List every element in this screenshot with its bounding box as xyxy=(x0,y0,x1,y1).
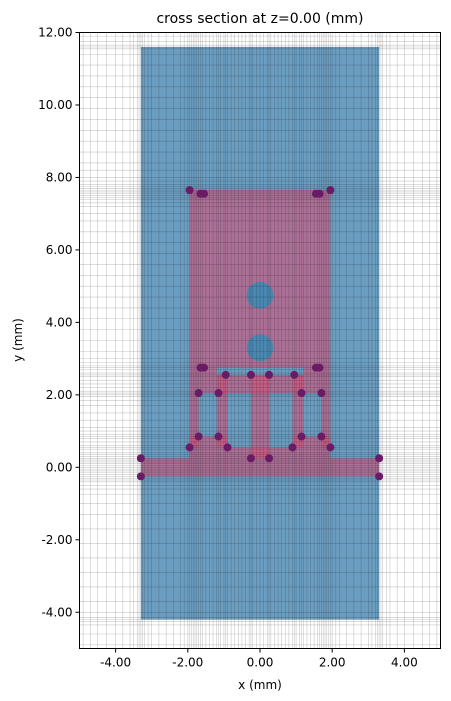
data-point-0-18 xyxy=(194,389,203,398)
data-point-0-25 xyxy=(317,432,326,441)
plot-area xyxy=(79,32,441,649)
mesh-grid xyxy=(79,32,441,649)
data-point-0-28 xyxy=(288,443,297,452)
metal-region-10 xyxy=(198,367,217,394)
data-point-0-31 xyxy=(265,454,274,463)
via-hole-1 xyxy=(246,334,274,362)
data-point-0-16 xyxy=(265,370,274,379)
data-point-0-27 xyxy=(223,443,232,452)
y-axis: -4.00 -2.00 0.00 2.00 4.00 6.00 8.00 10.00 12.00 xyxy=(38,26,80,619)
data-point-0-1 xyxy=(136,472,145,481)
data-point-0-4 xyxy=(185,186,194,195)
data-point-0-7 xyxy=(200,189,209,198)
metal-region-0 xyxy=(140,458,380,477)
x-tick-label-1: -2.00 xyxy=(172,656,203,670)
x-tick-label-2: 0.00 xyxy=(247,656,274,670)
data-point-0-11 xyxy=(200,363,209,372)
y-tick-label-8: 12.00 xyxy=(38,26,72,40)
y-tick-label-6: 8.00 xyxy=(46,170,73,184)
metal-region-11 xyxy=(303,367,322,394)
y-tick-label-5: 6.00 xyxy=(46,243,73,257)
data-point-0-29 xyxy=(326,443,335,452)
y-tick-label-4: 4.00 xyxy=(46,315,73,329)
x-axis-label: x (mm) xyxy=(238,678,282,692)
data-point-0-24 xyxy=(297,432,306,441)
data-point-0-21 xyxy=(317,389,326,398)
data-point-0-5 xyxy=(326,186,335,195)
data-point-0-15 xyxy=(246,370,255,379)
metal-region-2 xyxy=(189,367,199,448)
metal-region-3 xyxy=(321,367,331,448)
x-tick-label-3: 2.00 xyxy=(319,656,346,670)
metal-region-7 xyxy=(292,374,304,448)
y-axis-label: y (mm) xyxy=(11,318,25,362)
x-axis: -4.00 -2.00 0.00 2.00 4.00 xyxy=(100,648,418,670)
metal-region-4 xyxy=(189,436,228,448)
data-point-0-13 xyxy=(315,363,324,372)
metal-region-9 xyxy=(250,374,270,459)
chart-title: cross section at z=0.00 (mm) xyxy=(156,11,363,27)
data-point-0-9 xyxy=(315,189,324,198)
x-tick-label-0: -4.00 xyxy=(100,656,131,670)
metal-region-12 xyxy=(189,447,331,459)
y-tick-label-7: 10.00 xyxy=(38,98,72,112)
data-point-0-20 xyxy=(297,389,306,398)
data-point-0-2 xyxy=(375,454,384,463)
x-tick-label-4: 4.00 xyxy=(391,656,418,670)
via-layer xyxy=(246,281,274,362)
metal-region-5 xyxy=(292,436,331,448)
data-point-0-30 xyxy=(246,454,255,463)
data-point-0-17 xyxy=(290,370,299,379)
metal-region-6 xyxy=(216,374,228,448)
y-tick-label-0: -4.00 xyxy=(41,605,72,619)
y-tick-label-1: -2.00 xyxy=(41,533,72,547)
data-point-0-3 xyxy=(375,472,384,481)
data-point-0-0 xyxy=(136,454,145,463)
data-point-0-14 xyxy=(221,370,230,379)
metal-layer xyxy=(140,190,380,477)
data-point-0-19 xyxy=(214,389,223,398)
y-tick-label-2: 0.00 xyxy=(46,460,73,474)
data-point-0-22 xyxy=(194,432,203,441)
via-hole-0 xyxy=(246,281,274,309)
data-point-0-26 xyxy=(185,443,194,452)
data-point-0-23 xyxy=(214,432,223,441)
point-layer xyxy=(136,186,384,481)
y-tick-label-3: 2.00 xyxy=(46,388,73,402)
